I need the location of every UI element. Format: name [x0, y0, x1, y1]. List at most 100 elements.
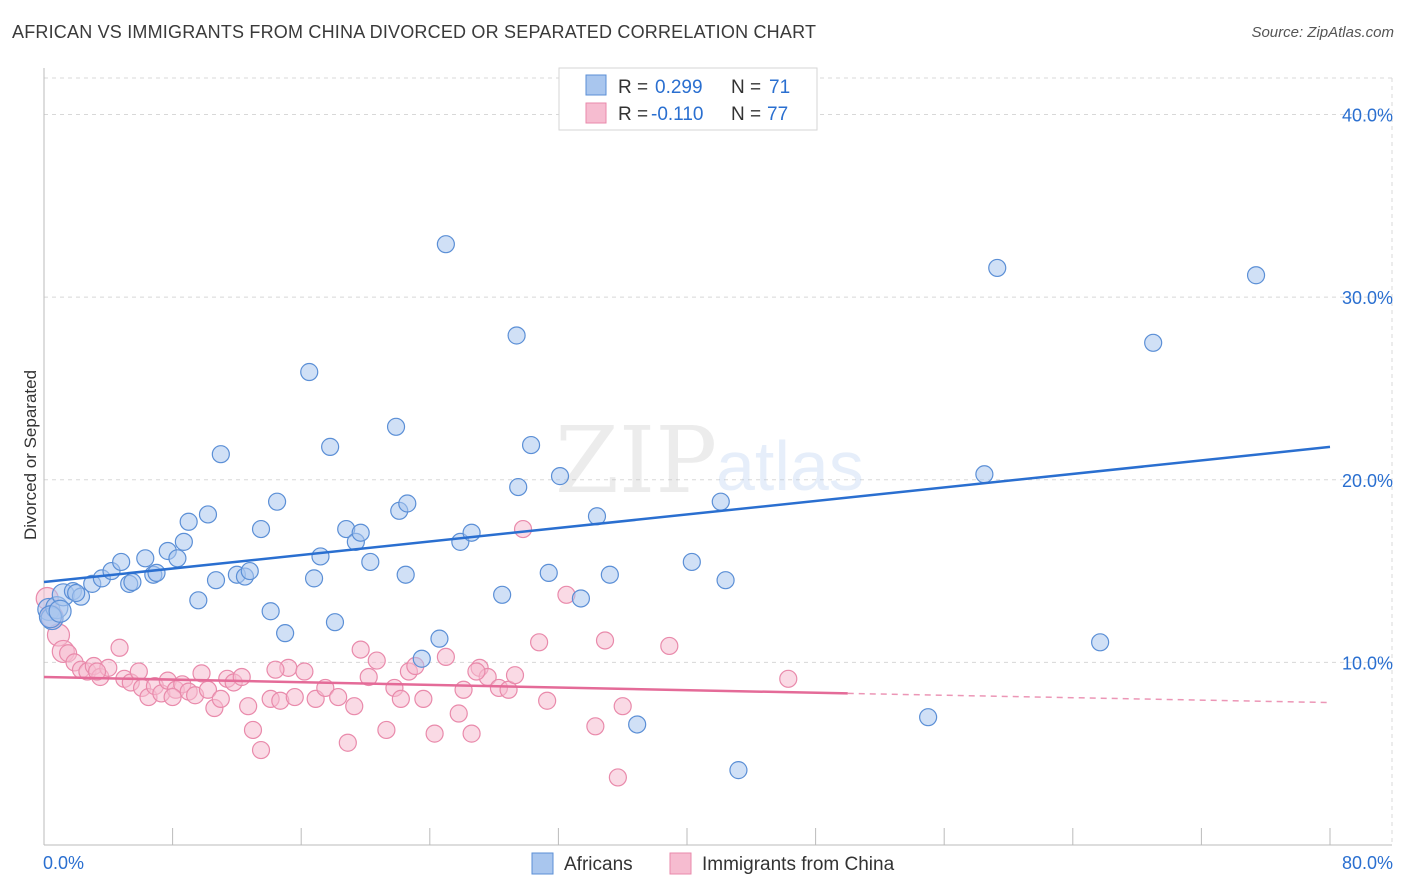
point-africans-25	[240, 561, 259, 581]
point-africans-20	[198, 505, 218, 524]
point-china-70	[613, 697, 632, 716]
stats-legend: R = 0.299 N = 71 R = -0.110 N = 77	[558, 67, 818, 131]
point-africans-9	[112, 552, 131, 572]
point-china-68	[595, 631, 615, 650]
point-africans-61	[729, 761, 748, 780]
point-china-76	[467, 662, 486, 681]
point-africans-48	[493, 585, 512, 604]
point-china-67	[586, 717, 605, 736]
point-africans-11	[123, 572, 142, 592]
point-africans-37	[351, 523, 370, 542]
watermark-atlas: atlas	[716, 427, 864, 505]
point-china-63	[513, 519, 533, 539]
point-africans-53	[550, 467, 570, 486]
legend-r-value-china: -0.110	[651, 104, 703, 125]
point-china-27	[211, 689, 230, 709]
point-china-11	[110, 638, 129, 657]
bottom-legend-swatch-africans	[531, 852, 554, 875]
point-china-32	[243, 720, 263, 740]
point-africans-59	[711, 492, 730, 511]
bottom-legend-swatch-china	[669, 852, 692, 875]
point-africans-42	[398, 494, 417, 513]
legend-swatch-china	[585, 102, 607, 124]
y-tick-label-0: 10.0%	[1342, 653, 1393, 673]
point-china-37	[285, 687, 304, 707]
bottom-legend-label-africans: Africans	[564, 854, 633, 875]
point-africans-32	[311, 547, 330, 566]
y-tick-label-3: 40.0%	[1342, 106, 1393, 126]
point-china-43	[345, 697, 364, 716]
point-africans-40	[396, 565, 415, 584]
point-africans-44	[430, 629, 449, 648]
point-china-42	[338, 733, 357, 752]
point-china-64	[530, 633, 549, 652]
legend-r-label-china: R =	[618, 104, 648, 125]
point-china-73	[87, 662, 107, 681]
point-africans-29	[276, 624, 295, 643]
point-africans-69	[48, 599, 72, 623]
legend-n-label-africans: N =	[731, 77, 761, 98]
point-china-38	[295, 662, 314, 681]
point-africans-27	[261, 602, 280, 621]
point-africans-57	[628, 715, 647, 734]
chart-title: AFRICAN VS IMMIGRANTS FROM CHINA DIVORCE…	[12, 22, 817, 42]
point-africans-38	[361, 552, 380, 572]
point-africans-54	[571, 589, 591, 608]
source-credit: Source: ZipAtlas.com	[1251, 24, 1394, 41]
point-china-72	[779, 669, 798, 688]
point-china-49	[391, 689, 410, 709]
legend-n-value-china: 77	[767, 104, 788, 125]
legend-swatch-africans	[585, 74, 607, 96]
point-africans-67	[1246, 266, 1266, 285]
point-china-46	[367, 651, 386, 670]
point-china-56	[454, 680, 473, 699]
point-china-45	[359, 667, 378, 687]
point-china-24	[192, 664, 211, 683]
point-africans-21	[206, 571, 226, 590]
point-china-75	[266, 660, 285, 679]
trend-line-china-extension	[847, 692, 1331, 704]
x-tick-label-max: 80.0%	[1342, 853, 1393, 873]
legend-r-value-africans: 0.299	[655, 77, 703, 98]
point-china-65	[538, 691, 557, 710]
point-china-33	[251, 740, 271, 760]
point-china-53	[425, 724, 444, 743]
point-africans-64	[988, 258, 1007, 278]
point-africans-12	[136, 549, 155, 568]
legend-r-label-africans: R =	[618, 77, 648, 98]
point-africans-51	[521, 435, 541, 455]
point-china-71	[660, 636, 679, 656]
point-africans-50	[507, 326, 526, 345]
point-africans-34	[325, 613, 345, 632]
point-africans-60	[716, 571, 735, 590]
point-china-55	[449, 704, 468, 723]
point-china-31	[239, 697, 258, 716]
point-africans-26	[251, 519, 271, 539]
point-china-69	[608, 768, 627, 787]
point-africans-22	[211, 445, 230, 464]
point-africans-66	[1144, 333, 1163, 352]
data-points	[35, 235, 1266, 787]
bottom-legend-label-china: Immigrants from China	[702, 854, 895, 875]
x-tick-label-min: 0.0%	[43, 853, 84, 873]
y-axis-label: Divorced or Separated	[21, 370, 40, 540]
point-africans-18	[179, 512, 198, 531]
point-china-54	[436, 647, 455, 667]
point-africans-43	[412, 649, 431, 668]
point-china-57	[462, 724, 481, 743]
point-china-41	[329, 687, 348, 707]
point-china-47	[377, 720, 396, 740]
point-africans-56	[600, 565, 619, 584]
point-africans-30	[300, 362, 319, 382]
trend-line-africans	[43, 445, 1331, 584]
y-tick-labels: 10.0% 20.0% 30.0% 40.0%	[1342, 106, 1393, 674]
point-china-74	[163, 687, 182, 707]
watermark: ZIP atlas	[555, 407, 864, 514]
point-africans-70	[67, 583, 86, 603]
point-africans-19	[189, 591, 208, 610]
point-china-14	[129, 662, 148, 681]
point-china-44	[351, 640, 370, 659]
point-africans-16	[168, 549, 187, 568]
y-tick-label-2: 30.0%	[1342, 288, 1393, 308]
point-africans-39	[386, 417, 406, 436]
